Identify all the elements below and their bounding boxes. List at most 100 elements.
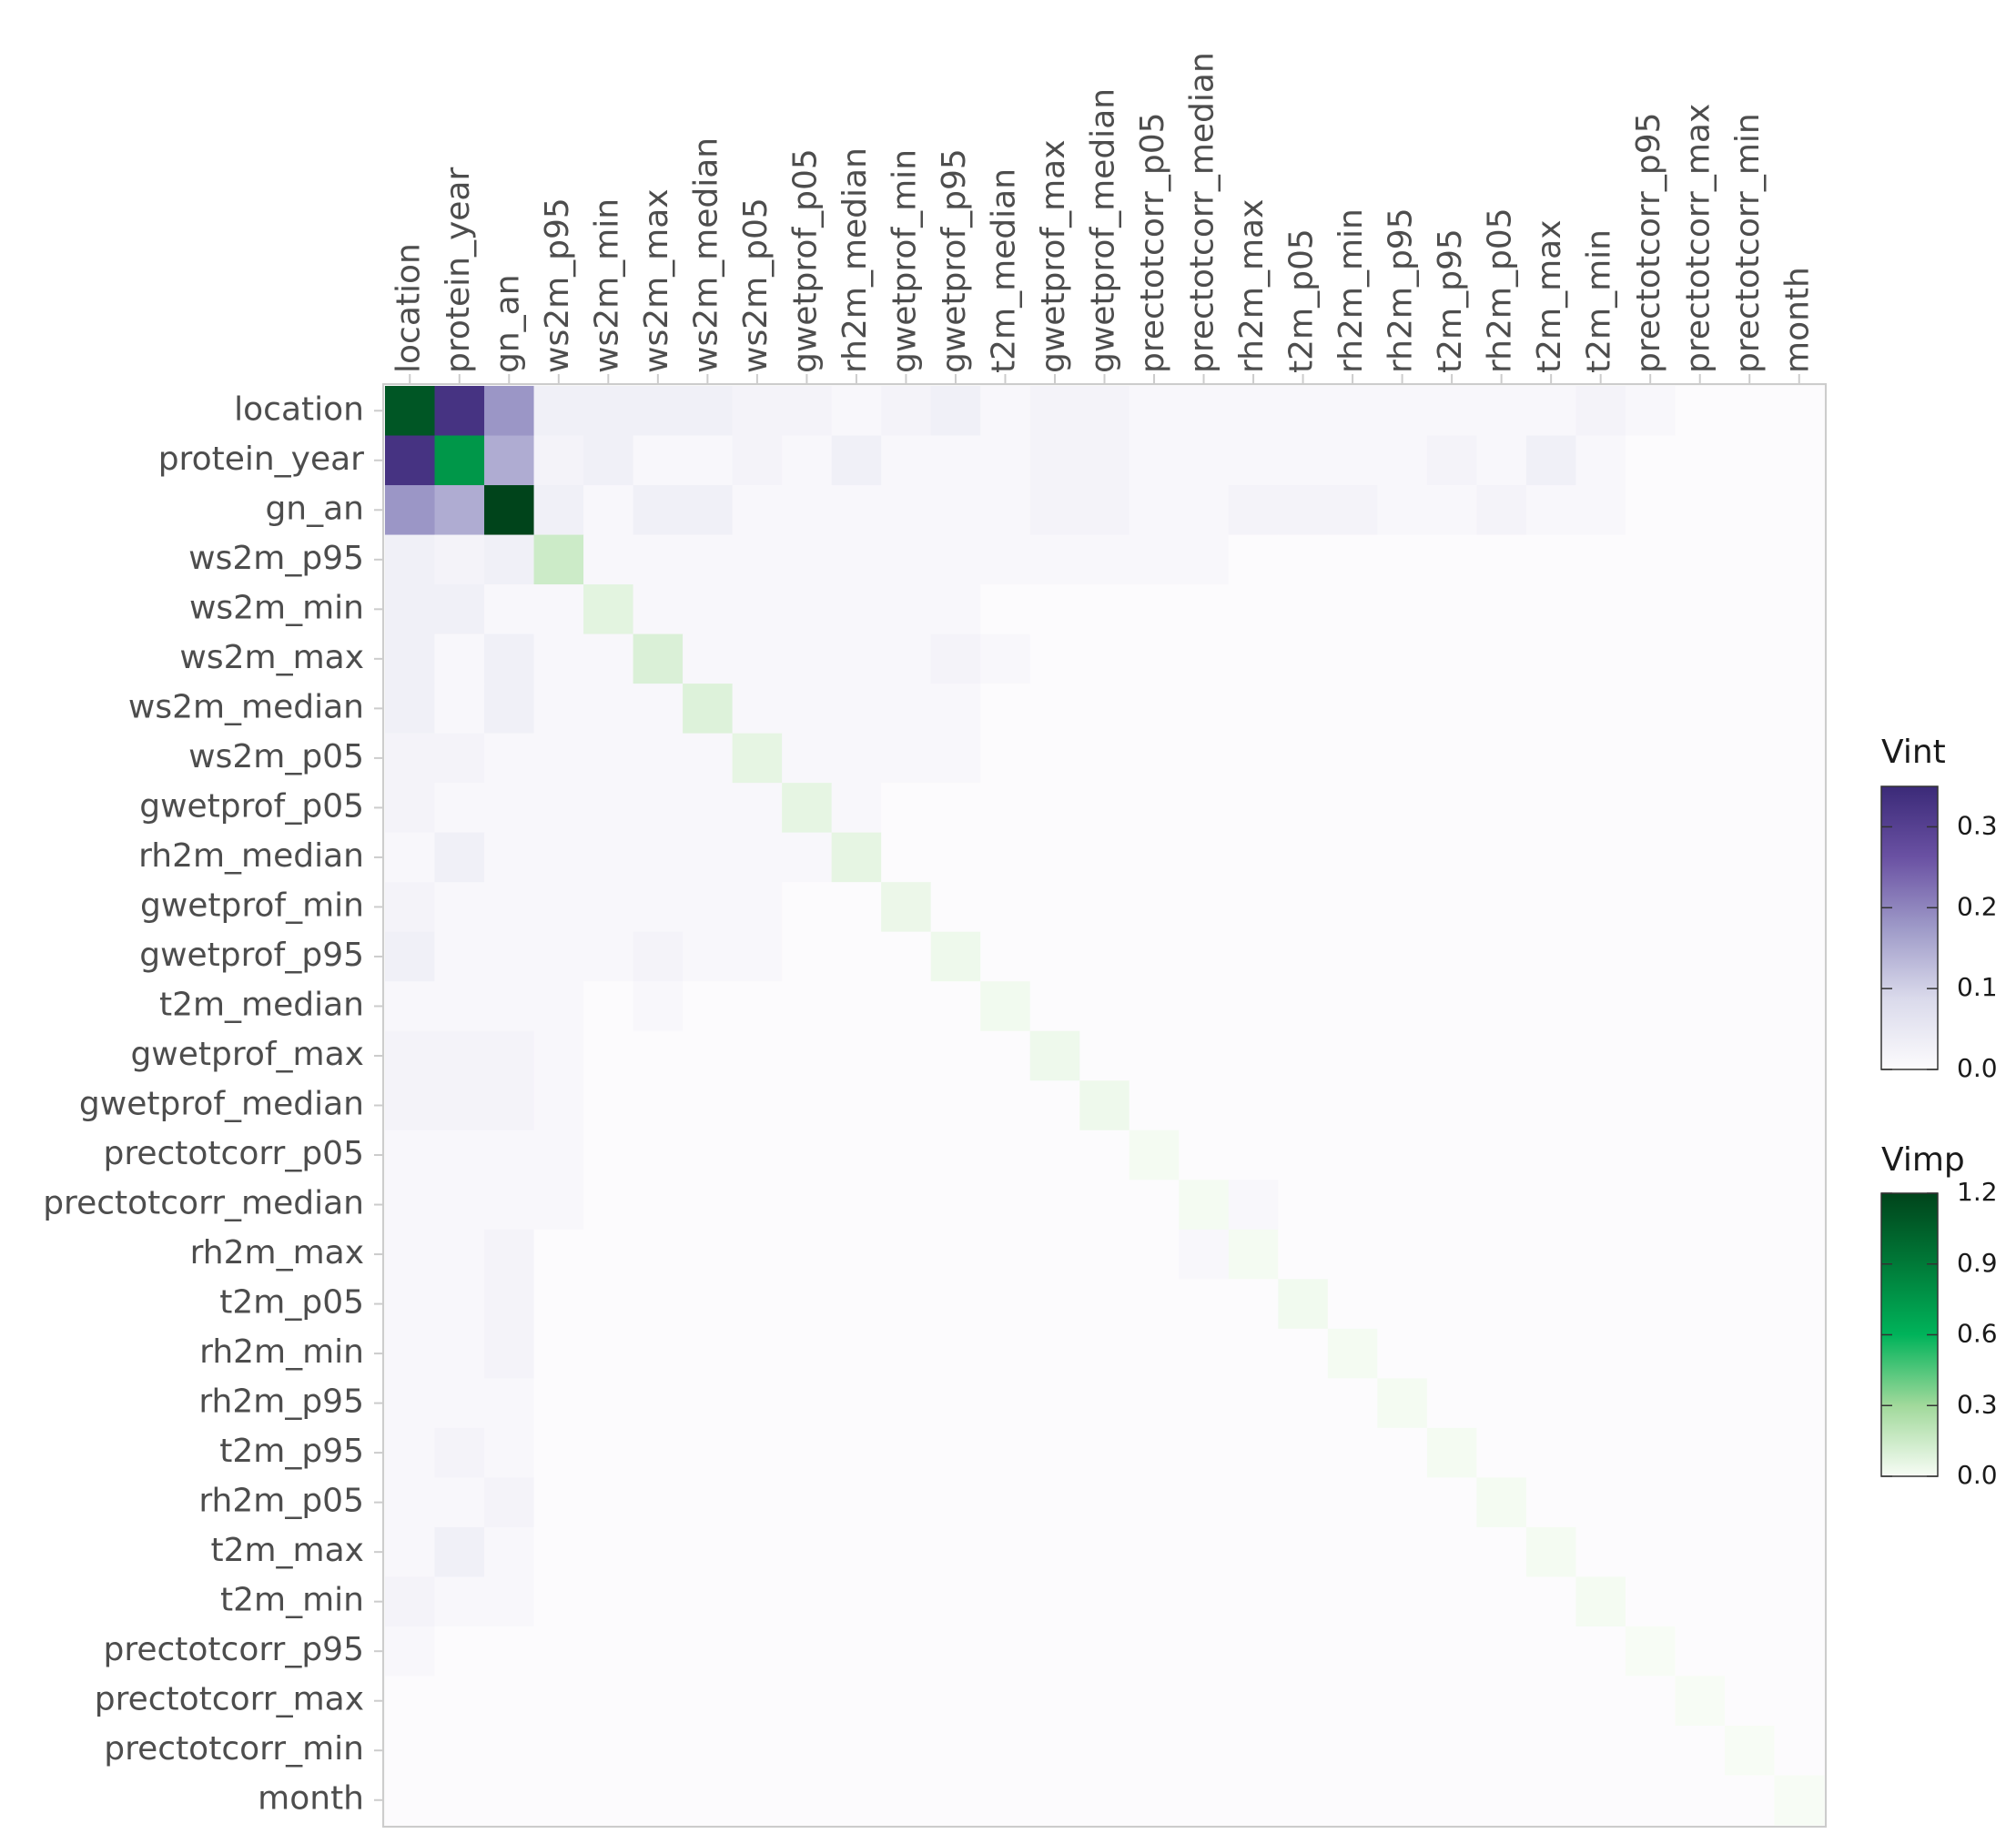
vint-cell [1426, 1626, 1477, 1677]
vint-cell [683, 1279, 734, 1330]
y-tick-label: gwetprof_min [140, 887, 364, 924]
vint-cell [1575, 1030, 1626, 1081]
vint-cell [1129, 1676, 1180, 1727]
vint-cell [1228, 386, 1279, 437]
y-tick-label: rh2m_median [138, 837, 364, 875]
x-tick-label: location [390, 243, 427, 373]
vint-cell [484, 1030, 535, 1081]
vint-cell [1476, 1328, 1527, 1379]
vint-cell [1774, 1080, 1825, 1131]
vint-cell [1179, 1427, 1230, 1478]
vint-cell [1327, 1626, 1378, 1677]
vint-cell [1079, 1279, 1130, 1330]
vint-cell [1575, 485, 1626, 536]
vint-cell [980, 1477, 1031, 1528]
vint-cell [1525, 435, 1576, 486]
vint-cell [434, 386, 485, 437]
vint-cell [633, 435, 684, 486]
vint-cell [1774, 1576, 1825, 1627]
vint-cell [930, 684, 981, 735]
vint-cell [633, 1626, 684, 1677]
vint-cell [1426, 1328, 1477, 1379]
vint-cell [732, 1477, 783, 1528]
vint-cell [583, 1030, 634, 1081]
vint-cell [533, 1229, 584, 1280]
vint-cell [1575, 931, 1626, 982]
vint-cell [633, 931, 684, 982]
vint-cell [1724, 1130, 1775, 1180]
vint-cell [1426, 1080, 1477, 1131]
vint-cell [980, 882, 1031, 933]
vint-cell [1476, 435, 1527, 486]
vint-cell [1525, 1626, 1576, 1677]
vint-cell [484, 882, 535, 933]
vint-cell [881, 1676, 932, 1727]
vint-cell [980, 1378, 1031, 1429]
vint-cell [1774, 1626, 1825, 1677]
vint-cell [1774, 832, 1825, 883]
vint-cell [1426, 1477, 1477, 1528]
vint-cell [1179, 1775, 1230, 1826]
vint-cell [1278, 1676, 1329, 1727]
vint-cell [1129, 931, 1180, 982]
vint-cell [533, 633, 584, 684]
vint-cell [980, 485, 1031, 536]
vint-cell [831, 684, 882, 735]
vint-cell [1327, 1427, 1378, 1478]
vint-cell [583, 1328, 634, 1379]
vint-cell [484, 1626, 535, 1677]
vint-cell [1129, 1526, 1180, 1577]
vint-cell [831, 1676, 882, 1727]
vint-cell [930, 1229, 981, 1280]
vint-cell [1575, 1180, 1626, 1231]
vint-cell [831, 882, 882, 933]
vint-cell [1675, 633, 1726, 684]
colorbar-label: 0.1 [1957, 972, 1998, 1002]
vint-cell [1079, 832, 1130, 883]
vint-cell [732, 534, 783, 585]
x-tick-label: rh2m_p05 [1482, 208, 1519, 373]
vint-cell [1129, 1279, 1180, 1330]
vint-cell [1675, 386, 1726, 437]
vint-cell [434, 1775, 485, 1826]
vint-cell [881, 584, 932, 635]
vint-cell [1179, 534, 1230, 585]
vint-cell [1476, 584, 1527, 635]
y-tick-label: prectotcorr_min [104, 1730, 364, 1768]
vint-cell [583, 882, 634, 933]
vint-cell [1476, 684, 1527, 735]
vint-cell [1029, 584, 1080, 635]
vint-cell [1029, 733, 1080, 784]
vint-cell [1724, 1477, 1775, 1528]
x-tick-label: rh2m_min [1332, 208, 1370, 373]
vint-cell [980, 1030, 1031, 1081]
y-tick-label: t2m_max [210, 1532, 364, 1569]
vint-cell [633, 1378, 684, 1429]
vint-cell [533, 1130, 584, 1180]
vint-cell [732, 1279, 783, 1330]
vint-cell [1525, 584, 1576, 635]
vint-cell [1476, 1030, 1527, 1081]
vint-cell [1327, 981, 1378, 1032]
vint-cell [1278, 1080, 1329, 1131]
vint-cell [1625, 882, 1676, 933]
vint-cell [1079, 1775, 1130, 1826]
x-tick-label: rh2m_max [1233, 199, 1271, 373]
vint-cell [1476, 733, 1527, 784]
vint-cell [1129, 733, 1180, 784]
vint-cell [980, 633, 1031, 684]
y-tick-label: rh2m_max [190, 1234, 364, 1272]
vint-cell [1675, 435, 1726, 486]
vint-cell [831, 1080, 882, 1131]
vimp-cell [930, 931, 981, 982]
vint-cell [1774, 733, 1825, 784]
vint-cell [1278, 981, 1329, 1032]
vint-cell [683, 1328, 734, 1379]
y-tick-label: ws2m_p95 [188, 540, 364, 577]
vint-cell [1426, 1775, 1477, 1826]
vint-cell [1675, 1477, 1726, 1528]
vint-cell [1278, 1526, 1329, 1577]
vint-cell [1625, 981, 1676, 1032]
vint-cell [1675, 832, 1726, 883]
vint-cell [881, 1279, 932, 1330]
